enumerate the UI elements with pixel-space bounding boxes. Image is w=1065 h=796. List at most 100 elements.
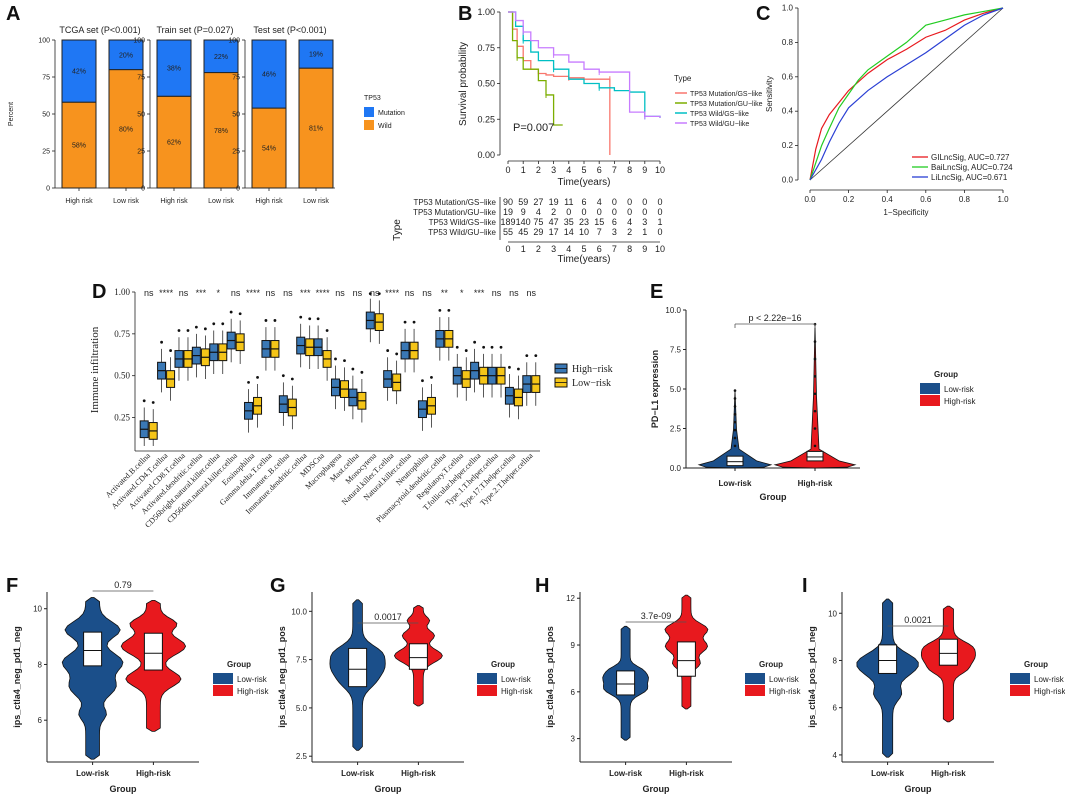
b-risk-count: 27 [533, 197, 543, 207]
a-x-tick-label: High risk [160, 198, 188, 205]
c-x-axis-label: 1−Specificity [883, 208, 928, 217]
a-mutation-pct-label: 19% [309, 52, 323, 59]
h-y-tick-label: 3 [571, 735, 576, 744]
b-risk-count: 55 [503, 227, 513, 237]
e-outlier-point [813, 340, 817, 343]
a-subplot-1: TCGA set (P<0.001) 0 25 50 75 100 42% 58% High r… [38, 25, 145, 205]
d-outlier-point [517, 367, 520, 371]
b-legend-label: TP53 Wild/GS−like [690, 111, 749, 118]
i-box-low-risk [878, 644, 898, 674]
b-x-tick-label: 3 [551, 165, 556, 175]
d-outlier-point [447, 309, 451, 312]
panel-b: B Survival probability 0.00 0.25 0.50 0.75 1.0… [392, 3, 763, 265]
b-risk-count: 9 [521, 207, 526, 217]
d-legend-label: High−risk [572, 364, 613, 375]
d-outlier-point [186, 329, 190, 332]
b-risk-count: 0 [597, 207, 602, 217]
a-mutation-pct-label: 20% [119, 52, 133, 59]
f-legend-label: Low-risk [237, 675, 268, 684]
i-y-axis-label: ips_ctla4_pos_pd1_neg [807, 626, 817, 728]
h-legend-label: High-risk [769, 687, 802, 696]
h-box-high-risk [676, 641, 696, 677]
a-y-tick-label: 75 [137, 75, 145, 82]
a-wild-pct-label: 80% [119, 126, 133, 133]
a-subplot-title: TCGA set (P<0.001) [59, 25, 140, 35]
a-subplot-title: Test set (P<0.001) [253, 25, 326, 35]
b-y-tick-label: 0.25 [477, 114, 495, 124]
d-outlier-point [264, 319, 268, 322]
d-outlier-point [499, 345, 503, 349]
b-risk-count: 2 [551, 207, 556, 217]
i-legend-title: Group [1024, 660, 1048, 669]
b-risk-x-tick-label: 2 [536, 244, 541, 254]
a-y-tick-label: 0 [141, 186, 145, 193]
i-y-tick-label: 4 [833, 751, 838, 760]
d-outlier-point [316, 317, 320, 321]
a-x-tick-label: Low risk [208, 198, 234, 205]
f-x-axis-label: Group [110, 784, 137, 794]
c-y-tick-label: 0.6 [782, 72, 794, 81]
a-legend-label: Mutation [378, 110, 405, 117]
panel-h: H 3 6 9 12 ips_ctla4_pos_pd1_pos Low-risk High-… [535, 575, 802, 794]
d-outlier-point [343, 359, 346, 363]
d-outlier-point [430, 375, 433, 379]
d-significance-label: **** [385, 288, 400, 298]
b-risk-count: 29 [533, 227, 543, 237]
d-outlier-point [229, 310, 233, 314]
h-x-tick-label: High-risk [669, 769, 704, 778]
b-risk-table-title: Type [392, 219, 403, 241]
b-y-tick-label: 1.00 [477, 7, 495, 17]
a-wild-pct-label: 54% [262, 146, 276, 153]
f-x-tick-label: High-risk [136, 769, 171, 778]
d-outlier-point [464, 349, 468, 352]
c-reference-diagonal [809, 7, 1004, 181]
c-legend-label: GILncSig, AUC=0.727 [931, 153, 1010, 162]
g-y-tick-label: 7.5 [296, 656, 308, 665]
c-y-axis-label: Sensitivity [765, 76, 774, 112]
b-risk-row-label: TP53 Mutation/GS−like [414, 198, 497, 207]
d-outlier-point [386, 349, 390, 352]
f-legend-label: High-risk [237, 687, 270, 696]
b-risk-count: 1 [657, 217, 662, 227]
h-legend-label: Low-risk [769, 675, 800, 684]
f-y-tick-label: 10 [33, 605, 42, 614]
b-risk-count: 2 [627, 227, 632, 237]
panel-letter-e: E [650, 281, 663, 303]
b-risk-x-tick-label: 9 [642, 244, 647, 254]
d-outlier-point [290, 377, 294, 381]
a-bar-mutation [61, 39, 97, 103]
a-subplot-3: Test set (P<0.001) 0 25 50 75 100 46% 54% High r… [228, 25, 335, 205]
e-outlier-point [733, 444, 737, 448]
d-outlier-point [473, 340, 477, 344]
a-y-tick-label: 25 [232, 149, 240, 156]
b-risk-count: 47 [549, 217, 559, 227]
a-y-tick-label: 75 [42, 75, 50, 82]
a-wild-pct-label: 58% [72, 143, 86, 150]
h-legend-swatch [745, 685, 765, 696]
panel-letter-a: A [6, 3, 20, 25]
b-risk-count: 45 [518, 227, 528, 237]
a-y-tick-label: 100 [38, 38, 50, 45]
panel-letter-h: H [535, 575, 549, 597]
c-x-tick-label: 0.2 [843, 195, 855, 204]
b-km-curve-tp53-mutation-gs-like [508, 11, 611, 155]
d-outlier-point [455, 345, 459, 349]
d-outlier-point [151, 401, 155, 404]
b-risk-x-tick-label: 5 [581, 244, 586, 254]
b-risk-count: 0 [581, 207, 586, 217]
c-roc-curve-gilncsig [809, 7, 1004, 181]
d-outlier-point [299, 315, 303, 319]
b-risk-count: 6 [612, 217, 617, 227]
e-x-axis-label: Group [760, 492, 787, 502]
d-outlier-point [360, 370, 364, 374]
panel-letter-i: I [802, 575, 808, 597]
b-legend-label: TP53 Mutation/GS−like [690, 91, 762, 98]
h-box-low-risk [616, 670, 636, 696]
e-legend-swatch [920, 383, 940, 394]
d-significance-label: ns [509, 288, 519, 298]
i-x-axis-label: Group [905, 784, 932, 794]
b-risk-row-label: TP53 Wild/GS−like [429, 218, 497, 227]
a-y-tick-label: 50 [137, 112, 145, 119]
